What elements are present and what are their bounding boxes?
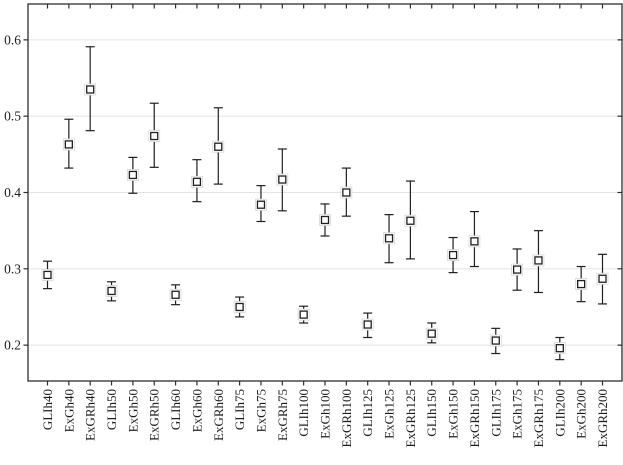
data-point-marker (128, 170, 138, 180)
x-tick-label: ExGh100 (318, 389, 333, 439)
y-tick-label: 0.6 (4, 32, 21, 47)
data-point-marker (171, 290, 180, 299)
x-tick-label: GLIh100 (296, 389, 311, 437)
data-point-marker (192, 177, 202, 186)
y-tick-label: 0.3 (4, 261, 21, 276)
x-tick-label: ExGRh175 (531, 389, 546, 448)
data-point-marker (555, 344, 564, 353)
data-point-marker (406, 216, 415, 225)
x-tick-label: GLIh60 (168, 389, 183, 430)
data-point-marker (320, 215, 330, 225)
x-tick-label: ExGh125 (382, 389, 397, 439)
data-point-marker (299, 310, 308, 319)
data-point-marker (470, 237, 479, 246)
data-point-marker (363, 320, 372, 329)
x-tick-label: GLIh40 (40, 389, 55, 430)
x-tick-label: GLIh200 (552, 389, 567, 437)
data-point-marker (43, 270, 52, 280)
x-tick-label: GLIh150 (424, 389, 439, 437)
data-point-marker (214, 142, 223, 151)
data-point-marker (107, 286, 116, 296)
x-tick-label: ExGRh200 (595, 389, 610, 448)
x-tick-label: ExGRh50 (147, 389, 162, 441)
data-point-marker (598, 274, 607, 283)
data-point-marker (64, 140, 73, 149)
data-point-marker (577, 279, 586, 289)
data-point-marker (278, 175, 287, 184)
data-point-marker (342, 188, 351, 197)
x-tick-label: GLIh75 (232, 389, 247, 430)
data-point-marker (534, 256, 543, 265)
data-point-marker (150, 131, 159, 141)
x-tick-label: ExGRh100 (339, 389, 354, 448)
data-point-marker (512, 265, 522, 274)
x-tick-label: GLIh125 (360, 389, 375, 437)
data-point-marker (427, 329, 436, 338)
data-point-marker (86, 85, 95, 94)
y-tick-label: 0.4 (4, 185, 21, 200)
x-tick-label: ExGRh75 (275, 389, 290, 441)
x-tick-label: GLIh175 (488, 389, 503, 437)
x-tick-label: ExGRh150 (467, 389, 482, 448)
x-tick-label: ExGh175 (510, 389, 525, 439)
data-point-marker (491, 336, 500, 345)
x-tick-label: ExGh50 (125, 389, 140, 432)
data-point-marker (235, 302, 244, 312)
x-tick-label: ExGh150 (446, 389, 461, 439)
x-tick-label: ExGh200 (574, 389, 589, 439)
x-tick-label: ExGh75 (253, 389, 268, 432)
x-tick-label: ExGRh40 (83, 389, 98, 441)
x-tick-label: ExGRh60 (211, 389, 226, 441)
x-tick-label: ExGRh125 (403, 389, 418, 448)
x-tick-label: ExGh60 (189, 389, 204, 432)
x-tick-label: GLIh50 (104, 389, 119, 430)
y-tick-label: 0.2 (4, 338, 21, 353)
y-tick-label: 0.5 (4, 109, 21, 124)
data-point-marker (448, 250, 458, 260)
x-tick-label: ExGh40 (61, 389, 76, 432)
data-point-marker (384, 234, 394, 243)
data-point-marker (256, 200, 266, 209)
